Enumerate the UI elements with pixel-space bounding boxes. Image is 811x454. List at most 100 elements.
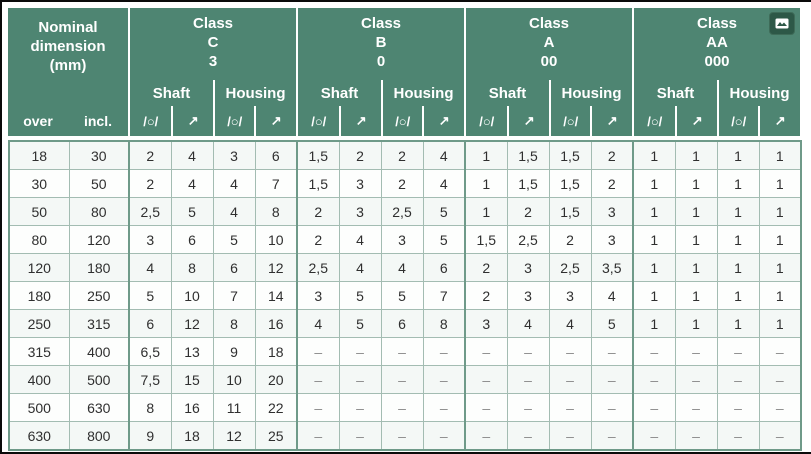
- data-cell: 3,5: [590, 253, 634, 282]
- table-row: 630 800 9 18 12 25– – – – – – – – – – – –: [8, 421, 802, 451]
- data-cell: 1: [674, 169, 718, 198]
- class-c-label: Class: [192, 15, 234, 32]
- data-cell: 1: [632, 281, 676, 310]
- data-cell: –: [464, 337, 508, 366]
- table-row: 500 630 8 16 11 22– – – – – – – – – – – –: [8, 393, 802, 422]
- data-cell: 1: [758, 253, 802, 282]
- housing-label: Housing: [716, 80, 800, 106]
- data-cell: 6: [128, 309, 172, 338]
- data-cell: 7: [212, 281, 256, 310]
- image-glyph: [775, 18, 789, 29]
- data-cell: –: [758, 393, 802, 422]
- shaft-label: Shaft: [656, 84, 695, 102]
- cell-over: 50: [8, 197, 70, 226]
- housing-label: Housing: [548, 80, 632, 106]
- data-cell: 4: [422, 169, 466, 198]
- data-cell: 5: [380, 281, 424, 310]
- data-cell: –: [758, 421, 802, 451]
- nominal-dimension-header: Nominal dimension (mm) over incl.: [8, 8, 128, 136]
- data-cell: –: [506, 393, 550, 422]
- data-cell: –: [674, 393, 718, 422]
- data-cell: 2: [338, 140, 382, 170]
- data-cell: 1: [758, 169, 802, 198]
- data-cell: 5: [422, 197, 466, 226]
- data-cell: 12: [254, 253, 298, 282]
- data-cell: 22: [254, 393, 298, 422]
- cell-incl: 800: [68, 421, 130, 451]
- circularity-symbol: /○/: [380, 106, 423, 136]
- data-cell: –: [464, 365, 508, 394]
- data-cell: 3: [506, 281, 550, 310]
- image-icon[interactable]: [769, 12, 795, 35]
- data-cell: –: [590, 393, 634, 422]
- table-row: 315 400 6,5 13 9 18– – – – – – – – – – – –: [8, 337, 802, 366]
- data-cell: –: [422, 365, 466, 394]
- data-cell: 2: [296, 197, 340, 226]
- data-cell: 12: [212, 421, 256, 451]
- data-cell: 2,5: [296, 253, 340, 282]
- data-cell: –: [506, 337, 550, 366]
- over-incl-row: over incl.: [8, 106, 128, 136]
- data-cell: 16: [254, 309, 298, 338]
- data-cell: –: [674, 421, 718, 451]
- data-cell: –: [338, 337, 382, 366]
- circularity-symbol: /○/: [212, 106, 255, 136]
- data-cell: –: [758, 337, 802, 366]
- data-cell: 3: [212, 140, 256, 170]
- data-cell: 5: [212, 225, 256, 254]
- runout-symbol: ↗: [675, 106, 717, 136]
- data-cell: –: [422, 421, 466, 451]
- runout-symbol: ↗: [254, 106, 296, 136]
- cell-incl: 180: [68, 253, 130, 282]
- cell-incl: 80: [68, 197, 130, 226]
- data-cell: 7: [422, 281, 466, 310]
- class-b-code: B: [375, 34, 387, 51]
- class-a-symbols: /○/ ↗ /○/ ↗: [466, 106, 632, 136]
- cell-incl: 250: [68, 281, 130, 310]
- incl-column-header: incl.: [83, 113, 112, 129]
- data-cell: 25: [254, 421, 298, 451]
- class-b-subheader: Shaft Housing: [298, 80, 464, 106]
- cell-incl: 120: [68, 225, 130, 254]
- data-cell: –: [338, 421, 382, 451]
- data-cell: 4: [128, 253, 172, 282]
- circularity-symbol: /○/: [716, 106, 759, 136]
- class-a-grade: 00: [540, 53, 558, 70]
- circularity-symbol: /○/: [311, 113, 327, 129]
- data-cell: 6: [170, 225, 214, 254]
- data-cell: 3: [128, 225, 172, 254]
- data-cell: 8: [422, 309, 466, 338]
- table-row: 18 30 2 4 3 6 1,5 2 2 4 1 1,5 1,5 2 1 1 1 1: [8, 140, 802, 170]
- data-cell: 9: [128, 421, 172, 451]
- over-column-header: over: [23, 113, 53, 129]
- data-cell: 8: [212, 309, 256, 338]
- data-cell: 4: [422, 140, 466, 170]
- data-cell: 1,5: [548, 169, 592, 198]
- data-grid-wrap: 18 30 2 4 3 6 1,5 2 2 4 1 1,5 1,5 2 1 1 1 1 30 50 2 4 4 7 1,5 3 2 4…: [8, 140, 811, 451]
- housing-label: Housing: [380, 80, 464, 106]
- data-cell: –: [380, 421, 424, 451]
- data-cell: 2: [464, 253, 508, 282]
- data-cell: 3: [296, 281, 340, 310]
- class-aa-symbols: /○/ ↗ /○/ ↗: [634, 106, 800, 136]
- runout-symbol: ↗: [422, 106, 464, 136]
- data-cell: 5: [338, 281, 382, 310]
- data-cell: –: [296, 365, 340, 394]
- data-cell: –: [296, 393, 340, 422]
- class-aa-code: AA: [706, 34, 728, 51]
- cell-over: 80: [8, 225, 70, 254]
- data-cell: –: [380, 337, 424, 366]
- data-cell: 4: [590, 281, 634, 310]
- data-cell: 1: [758, 197, 802, 226]
- data-cell: –: [548, 365, 592, 394]
- data-cell: 1: [716, 197, 760, 226]
- class-a-title: Class A 00: [466, 8, 632, 80]
- table-row: 50 80 2,5 5 4 8 2 3 2,5 5 1 2 1,5 3 1 1 1 1: [8, 197, 802, 226]
- data-cell: 1: [632, 309, 676, 338]
- data-cell: –: [674, 365, 718, 394]
- data-cell: 6: [212, 253, 256, 282]
- data-cell: 4: [548, 309, 592, 338]
- data-cell: 1,5: [296, 140, 340, 170]
- data-cell: –: [548, 337, 592, 366]
